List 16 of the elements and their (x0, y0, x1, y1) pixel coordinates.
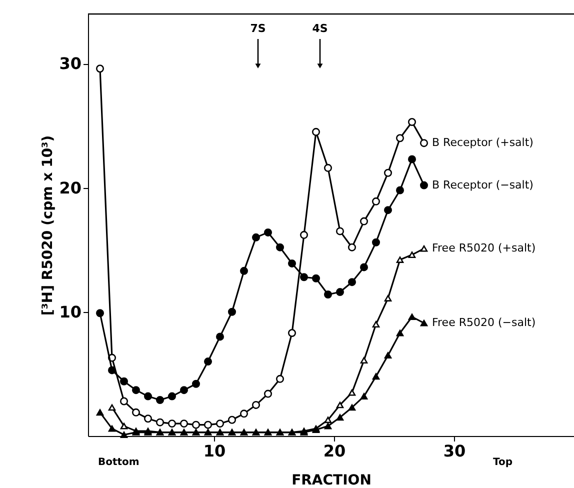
y-axis-title: [³H] R5020 (cpm x 10³) (40, 135, 56, 316)
x-tick-label: 30 (443, 442, 466, 460)
y-tick-label: 30 (59, 54, 82, 74)
series-label: Free R5020 (−salt) (432, 316, 536, 330)
text: Top (493, 457, 513, 468)
x-tick-label: 10 (203, 442, 226, 460)
annotation: 7S (250, 22, 266, 35)
y-tick-label: 10 (59, 302, 82, 322)
series-label: B Receptor (−salt) (432, 178, 534, 192)
y-tick-label: 20 (59, 178, 82, 198)
annotation: 4S (312, 22, 328, 35)
series-label: Free R5020 (+salt) (432, 242, 536, 255)
x-tick-label: 20 (323, 442, 346, 460)
x-axis-title: FRACTION (292, 472, 372, 488)
text: Bottom (98, 457, 140, 468)
series-label: B Receptor (+salt) (432, 136, 534, 150)
